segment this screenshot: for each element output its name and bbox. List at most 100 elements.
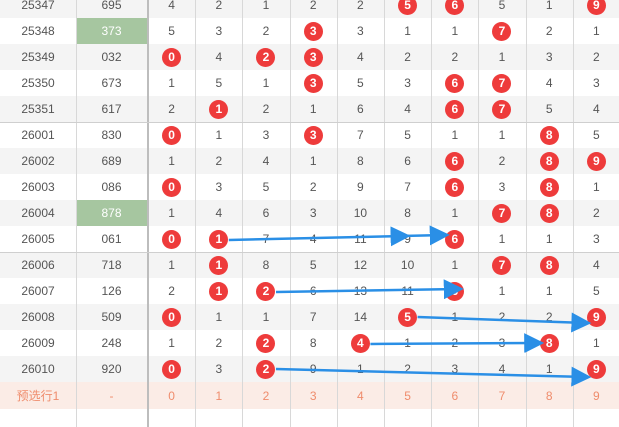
digit-cell-5: 4 [384, 96, 431, 122]
hit-ball: 0 [162, 307, 182, 327]
hit-ball: 6 [445, 151, 465, 171]
miss-count: 1 [215, 128, 223, 142]
hit-ball: 1 [209, 229, 229, 249]
miss-count: 3 [498, 180, 506, 194]
digit-cell-9: 4 [573, 96, 619, 122]
column-divider [337, 0, 338, 427]
digit-cell-9: 2 [573, 44, 619, 70]
column-divider [384, 0, 385, 427]
miss-count: 1 [262, 76, 270, 90]
miss-count: 1 [215, 310, 223, 324]
digit-cell-0: 1 [148, 330, 195, 356]
digit-cell-3: 7 [290, 304, 337, 330]
trend-arrow [417, 312, 592, 333]
award-number: 032 [101, 50, 122, 64]
digit-cell-3: 1 [290, 96, 337, 122]
table-row: 25348 373 5 3 2 3 3 1 1 7 2 1 [0, 18, 619, 44]
digit-cell-2: 1 [242, 0, 289, 18]
miss-count: 1 [498, 284, 506, 298]
digit-cell-8: 1 [526, 226, 573, 252]
hit-ball: 9 [586, 151, 606, 171]
miss-count: 3 [404, 76, 411, 90]
column-divider [290, 0, 291, 427]
digit-cell-8: 1 [526, 0, 573, 18]
preselect-digit-4[interactable]: 4 [357, 388, 364, 403]
hit-ball: 5 [398, 307, 418, 327]
miss-count: 1 [262, 0, 270, 12]
hit-ball: 0 [162, 47, 182, 67]
digit-cell-6: 6 [431, 174, 478, 200]
column-divider [195, 0, 196, 427]
digit-cell-3: 1 [290, 148, 337, 174]
miss-count: 2 [498, 310, 506, 324]
preselect-label: 预选行1 [16, 389, 60, 403]
digit-cell-2: 4 [242, 148, 289, 174]
preselect-digit-9[interactable]: 9 [593, 388, 600, 403]
miss-count: 1 [545, 0, 553, 12]
miss-count: 1 [262, 310, 270, 324]
digit-cell-9: 4 [573, 252, 619, 278]
digit-cell-5: 10 [384, 252, 431, 278]
miss-count: 5 [262, 180, 270, 194]
digit-cell-5: 5 [384, 122, 431, 148]
miss-count: 1 [309, 154, 317, 168]
preselect-row[interactable]: 预选行1 - 0 1 2 3 4 5 6 7 8 9 [0, 382, 619, 409]
miss-count: 2 [545, 310, 553, 324]
digit-cell-7: 7 [478, 252, 525, 278]
miss-count: 1 [168, 336, 175, 350]
column-divider [573, 0, 574, 427]
digit-cell-3: 2 [290, 174, 337, 200]
digit-cell-7: 3 [478, 174, 525, 200]
digit-cell-8: 8 [526, 252, 573, 278]
hit-ball: 0 [162, 229, 182, 249]
award-number: 086 [101, 180, 122, 194]
miss-count: 3 [357, 24, 364, 38]
preselect-digit-3[interactable]: 3 [309, 388, 317, 403]
preselect-digit-7[interactable]: 7 [498, 388, 506, 403]
digit-cell-3: 8 [290, 330, 337, 356]
hit-ball: 7 [492, 99, 512, 119]
period-number: 25348 [21, 24, 55, 38]
period-number: 26003 [21, 180, 55, 194]
miss-count: 1 [168, 206, 175, 220]
miss-count: 3 [215, 180, 223, 194]
digit-cell-0: 2 [148, 96, 195, 122]
preselect-digit-1[interactable]: 1 [215, 388, 223, 403]
digit-cell-6: 1 [431, 252, 478, 278]
digit-cell-2: 2 [242, 330, 289, 356]
award-number: 718 [101, 258, 122, 272]
preselect-digit-2[interactable]: 2 [262, 388, 270, 403]
table-row: 25350 673 1 5 1 3 5 3 6 7 4 3 [0, 70, 619, 96]
period-number: 26001 [21, 128, 55, 142]
miss-count: 3 [593, 76, 600, 90]
hit-ball: 9 [586, 0, 606, 15]
award-number: 061 [101, 232, 122, 246]
digit-cell-9: 2 [573, 200, 619, 226]
digit-cell-8: 5 [526, 96, 573, 122]
digit-cell-9: 5 [573, 122, 619, 148]
miss-count: 2 [168, 102, 175, 116]
preselect-digit-8[interactable]: 8 [545, 388, 553, 403]
miss-count: 3 [545, 50, 553, 64]
preselect-digit-0[interactable]: 0 [168, 388, 175, 403]
hit-ball: 2 [256, 333, 276, 353]
digit-cell-7: 1 [478, 122, 525, 148]
digit-cell-2: 2 [242, 356, 289, 382]
miss-count: 1 [168, 258, 175, 272]
digit-cell-0: 0 [148, 356, 195, 382]
miss-count: 1 [451, 128, 459, 142]
digit-cell-0: 0 [148, 304, 195, 330]
digit-cell-5: 8 [384, 200, 431, 226]
digit-cell-7: 7 [478, 96, 525, 122]
preselect-digit-5[interactable]: 5 [404, 388, 411, 403]
preselect-digit-6[interactable]: 6 [451, 388, 459, 403]
digit-cell-2: 6 [242, 200, 289, 226]
miss-count: 11 [354, 232, 367, 246]
digit-cell-9: 3 [573, 70, 619, 96]
digit-cell-4: 6 [337, 96, 384, 122]
hit-ball: 3 [303, 47, 323, 67]
miss-count: 5 [593, 284, 600, 298]
miss-count: 2 [309, 180, 317, 194]
award-number: 248 [101, 336, 122, 350]
